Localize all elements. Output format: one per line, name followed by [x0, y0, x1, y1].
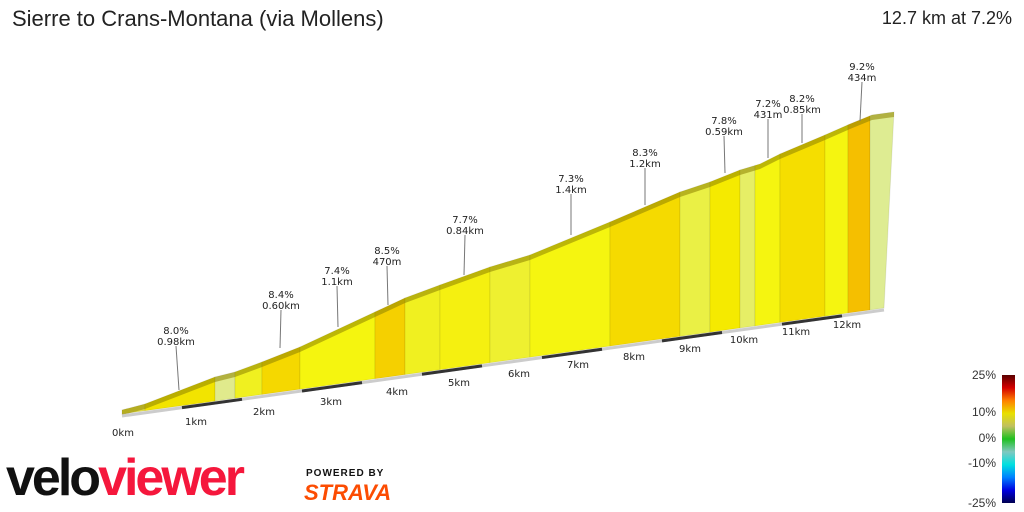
- x-tick-label: 12km: [833, 320, 861, 331]
- climb-summary: 12.7 km at 7.2%: [881, 8, 1012, 28]
- x-tick-label: 0km: [112, 428, 134, 439]
- annotation-gradient: 7.4%: [324, 266, 349, 277]
- annotation-length: 0.98km: [157, 337, 195, 348]
- x-tick-label: 3km: [320, 397, 342, 408]
- profile-top-edge: [122, 112, 894, 415]
- annotation-gradient: 8.5%: [374, 246, 399, 257]
- annotation-gradient: 9.2%: [849, 62, 874, 73]
- annotation-length: 1.2km: [629, 159, 660, 170]
- gradient-segment: [847, 115, 871, 314]
- page-title: Sierre to Crans-Montana (via Mollens): [12, 6, 384, 31]
- annotation-gradient: 8.3%: [632, 148, 657, 159]
- annotation-leader: [463, 234, 466, 276]
- annotation-gradient: 8.2%: [789, 94, 814, 105]
- gradient-segment: [869, 111, 895, 311]
- km-band: [301, 381, 363, 393]
- annotation-length: 431m: [754, 110, 783, 121]
- gradient-segment: [824, 124, 849, 317]
- x-tick-label: 8km: [623, 352, 645, 363]
- annotation-leader: [336, 285, 339, 328]
- gradient-segment: [709, 169, 741, 333]
- gradient-segment: [739, 164, 756, 329]
- legend-label: 10%: [972, 405, 996, 419]
- annotation-length: 1.4km: [555, 185, 586, 196]
- x-tick-label: 5km: [448, 378, 470, 389]
- x-tick-label: 11km: [782, 327, 810, 338]
- gradient-segment: [679, 181, 711, 337]
- x-tick-label: 7km: [567, 360, 589, 371]
- x-tick-label: 1km: [185, 417, 207, 428]
- logo-velo: velo: [6, 449, 101, 507]
- x-tick-label: 9km: [679, 344, 701, 355]
- km-band: [541, 347, 603, 360]
- annotation-gradient: 7.7%: [452, 215, 477, 226]
- annotation-gradient: 7.2%: [755, 99, 780, 110]
- annotation-gradient: 7.8%: [711, 116, 736, 127]
- annotation-length: 470m: [373, 257, 402, 268]
- annotation-leader: [859, 81, 863, 122]
- annotation-length: 0.59km: [705, 127, 743, 138]
- annotation-leader: [175, 345, 180, 391]
- annotation-gradient: 8.4%: [268, 290, 293, 301]
- x-tick-label: 2km: [253, 407, 275, 418]
- gradient-color-scale: [1002, 375, 1015, 503]
- annotation-gradient: 7.3%: [558, 174, 583, 185]
- legend-label: -25%: [968, 496, 996, 510]
- annotation-length: 434m: [848, 73, 877, 84]
- legend-label: 25%: [972, 368, 996, 382]
- annotation-length: 0.60km: [262, 301, 300, 312]
- veloviewer-logo: veloviewer: [6, 449, 245, 507]
- legend-label: 0%: [979, 431, 997, 445]
- gradient-segment: [754, 153, 781, 327]
- annotation-leader: [279, 309, 282, 349]
- annotation-leader: [386, 265, 389, 306]
- x-tick-label: 10km: [730, 335, 758, 346]
- annotation-leader: [723, 135, 726, 174]
- legend-label: -10%: [968, 456, 996, 470]
- annotation-length: 1.1km: [321, 277, 352, 288]
- km-band: [781, 314, 843, 326]
- km-band: [181, 397, 243, 410]
- annotation-length: 0.84km: [446, 226, 484, 237]
- km-band: [421, 364, 483, 376]
- annotation-length: 0.85km: [783, 105, 821, 116]
- baseline: [121, 308, 885, 418]
- x-tick-label: 6km: [508, 369, 530, 380]
- powered-by-label: POWERED BY: [306, 468, 385, 479]
- gradient-segment: [779, 134, 826, 324]
- x-tick-label: 4km: [386, 387, 408, 398]
- annotation-gradient: 8.0%: [163, 326, 188, 337]
- strava-logo: STRAVA: [304, 480, 392, 505]
- km-band: [661, 331, 723, 343]
- gradient-segment: [609, 191, 681, 347]
- gradient-segment: [489, 254, 531, 364]
- logo-viewer: viewer: [98, 449, 245, 507]
